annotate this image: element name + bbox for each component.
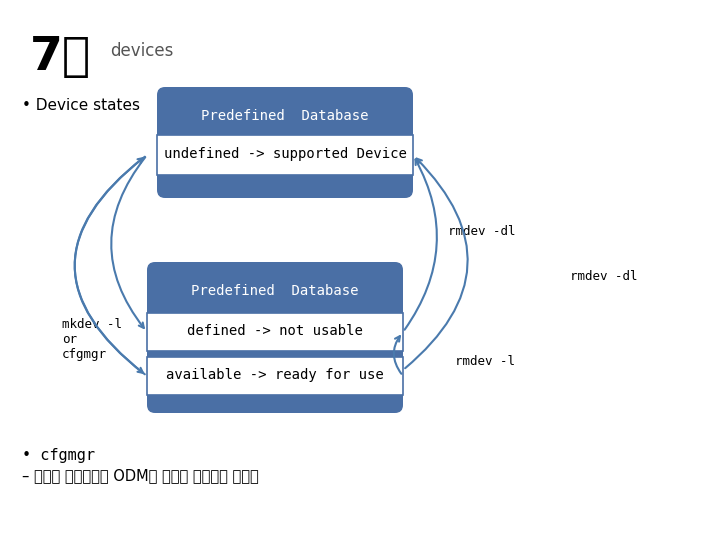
- Text: 7장: 7장: [30, 35, 91, 80]
- FancyBboxPatch shape: [157, 87, 413, 198]
- Text: rmdev -l: rmdev -l: [455, 355, 515, 368]
- Text: rmdev -dl: rmdev -dl: [570, 270, 637, 283]
- Text: defined -> not usable: defined -> not usable: [187, 324, 363, 338]
- FancyBboxPatch shape: [147, 357, 403, 395]
- Text: undefined -> supported Device: undefined -> supported Device: [163, 147, 406, 161]
- Text: Predefined  Database: Predefined Database: [202, 109, 369, 123]
- Text: rmdev -dl: rmdev -dl: [448, 225, 516, 238]
- Text: • cfgmgr: • cfgmgr: [22, 448, 95, 463]
- Text: • Device states: • Device states: [22, 98, 140, 113]
- FancyBboxPatch shape: [147, 262, 403, 413]
- FancyBboxPatch shape: [157, 135, 413, 175]
- FancyBboxPatch shape: [147, 313, 403, 351]
- Text: mkdev -l
or
cfgmgr: mkdev -l or cfgmgr: [62, 318, 122, 361]
- Text: – 장치를 재검사하여 ODM를 내용을 갱신하는 명령어: – 장치를 재검사하여 ODM를 내용을 갱신하는 명령어: [22, 468, 258, 483]
- Text: devices: devices: [110, 42, 174, 60]
- Text: available -> ready for use: available -> ready for use: [166, 368, 384, 382]
- Text: Predefined  Database: Predefined Database: [192, 284, 359, 298]
